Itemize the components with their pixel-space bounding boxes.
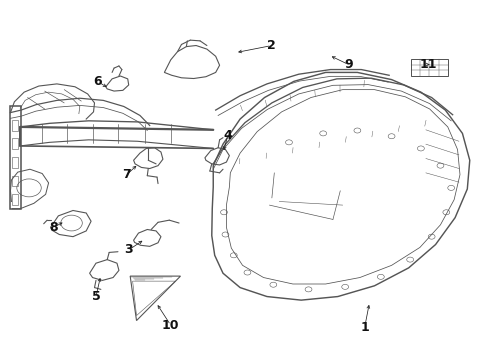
Bar <box>12 194 18 205</box>
Text: 8: 8 <box>49 221 58 234</box>
Text: 7: 7 <box>122 168 131 181</box>
Text: 6: 6 <box>93 75 102 88</box>
Bar <box>12 120 18 131</box>
Text: 5: 5 <box>92 290 100 303</box>
Text: 4: 4 <box>223 129 232 142</box>
Text: 11: 11 <box>419 58 437 71</box>
Bar <box>12 138 18 149</box>
Text: 9: 9 <box>344 58 353 71</box>
Text: 3: 3 <box>124 243 133 256</box>
Text: 2: 2 <box>268 39 276 52</box>
Bar <box>411 59 448 76</box>
Text: 10: 10 <box>162 319 179 332</box>
Text: 1: 1 <box>360 320 369 333</box>
Bar <box>12 176 18 186</box>
Bar <box>12 157 18 168</box>
